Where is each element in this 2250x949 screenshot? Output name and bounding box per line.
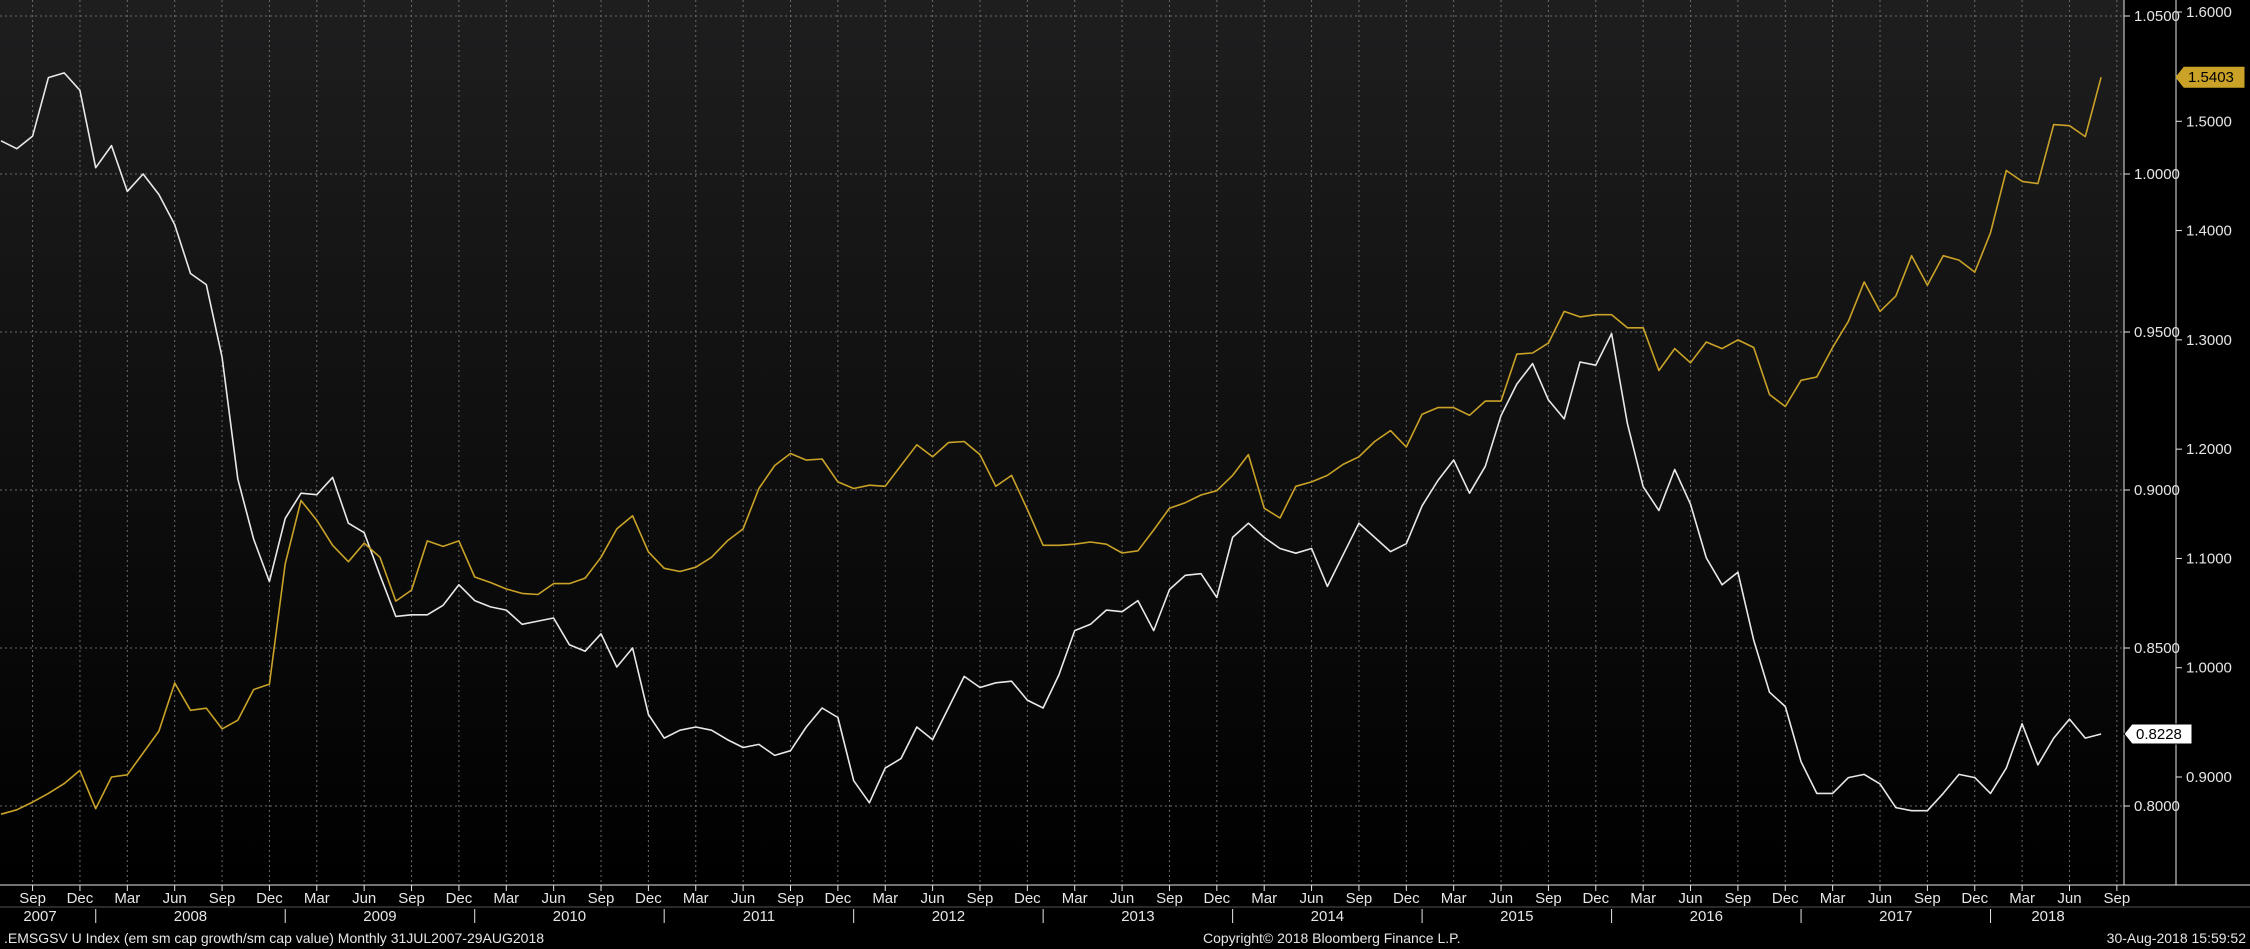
x-month-label: Dec [1582, 890, 1609, 907]
inner-y-tick-label: 0.8500 [2134, 640, 2180, 657]
outer-y-tick-label: 1.3000 [2186, 332, 2232, 349]
x-year-label: 2015 [1500, 908, 1533, 925]
x-month-label: Sep [1346, 890, 1373, 907]
x-month-label: Sep [1914, 890, 1941, 907]
inner-y-tick-label: 0.8000 [2134, 798, 2180, 815]
plot-background [0, 0, 2124, 885]
x-month-label: Jun [1110, 890, 1134, 907]
x-month-label: Jun [163, 890, 187, 907]
x-month-label: Dec [1393, 890, 1420, 907]
x-month-label: Mar [1630, 890, 1656, 907]
x-month-label: Sep [209, 890, 236, 907]
x-month-label: Mar [1062, 890, 1088, 907]
x-month-label: Mar [683, 890, 709, 907]
x-month-label: Sep [777, 890, 804, 907]
gold-series-line [0, 76, 2102, 815]
outer-y-tick-label: 0.9000 [2186, 769, 2232, 786]
x-year-label: 2014 [1311, 908, 1344, 925]
series [0, 72, 2102, 815]
x-month-label: Jun [1299, 890, 1323, 907]
x-year-label: 2017 [1879, 908, 1912, 925]
x-year-label: 2009 [363, 908, 396, 925]
outer-y-tick-label: 1.6000 [2186, 4, 2232, 21]
x-month-label: Jun [1678, 890, 1702, 907]
x-month-label: Mar [2009, 890, 2035, 907]
x-year-label: 2008 [174, 908, 207, 925]
last-value-labels: 1.5403 0.8228 [2123, 66, 2245, 745]
outer-y-tick-label: 1.4000 [2186, 223, 2232, 240]
x-month-label: Sep [1535, 890, 1562, 907]
white-last-value-text: 0.8228 [2136, 726, 2182, 743]
x-month-label: Jun [1489, 890, 1513, 907]
footer-index-description: .EMSGSV U Index (em sm cap growth/sm cap… [4, 930, 545, 946]
x-month-label: Jun [2057, 890, 2081, 907]
grid [0, 0, 2124, 885]
x-month-label: Dec [1961, 890, 1988, 907]
x-month-label: Jun [731, 890, 755, 907]
x-month-label: Dec [1014, 890, 1041, 907]
x-month-label: Dec [256, 890, 283, 907]
outer-y-tick-label: 1.2000 [2186, 441, 2232, 458]
x-month-label: Jun [1868, 890, 1892, 907]
x-month-label: Sep [588, 890, 615, 907]
footer-copyright: Copyright© 2018 Bloomberg Finance L.P. [1203, 930, 1461, 946]
x-year-label: 2013 [1121, 908, 1154, 925]
x-month-label: Sep [1156, 890, 1183, 907]
gold-last-value-badge: 1.5403 [2175, 66, 2245, 88]
x-month-label: Mar [1441, 890, 1467, 907]
inner-y-tick-label: 1.0000 [2134, 166, 2180, 183]
axes: Sep Dec Mar Jun Sep Dec Mar Jun Sep Dec Mar Jun Sep D… [0, 0, 2250, 925]
x-month-label: Dec [635, 890, 662, 907]
inner-y-tick-label: 1.0500 [2134, 8, 2180, 25]
gold-last-value-text: 1.5403 [2188, 69, 2234, 86]
outer-y-tick-label: 1.1000 [2186, 550, 2232, 567]
x-month-label: Jun [921, 890, 945, 907]
x-month-label: Mar [304, 890, 330, 907]
x-month-label: Mar [872, 890, 898, 907]
inner-y-tick-label: 0.9500 [2134, 324, 2180, 341]
x-month-label: Sep [2104, 890, 2131, 907]
x-month-label: Sep [967, 890, 994, 907]
white-last-value-badge-shape [2123, 723, 2193, 745]
x-year-label: 2011 [743, 908, 775, 925]
x-month-label: Sep [398, 890, 425, 907]
x-year-label: 2018 [2031, 908, 2064, 925]
white-series-line [0, 72, 2102, 812]
x-month-label: Mar [1820, 890, 1846, 907]
inner-y-tick-label: 0.9000 [2134, 482, 2180, 499]
x-month-label: Sep [19, 890, 46, 907]
x-month-label: Jun [352, 890, 376, 907]
white-last-value-badge: 0.8228 [2123, 723, 2193, 745]
x-year-label: 2016 [1690, 908, 1723, 925]
x-month-label: Mar [1251, 890, 1277, 907]
x-month-label: Mar [493, 890, 519, 907]
x-month-label: Dec [1203, 890, 1230, 907]
x-month-label: Dec [1772, 890, 1799, 907]
x-month-label: Dec [67, 890, 94, 907]
x-year-label: 2007 [23, 908, 56, 925]
x-month-label: Dec [825, 890, 852, 907]
x-year-label: 2012 [932, 908, 965, 925]
gold-last-value-badge-shape [2175, 66, 2245, 88]
x-month-label: Sep [1725, 890, 1752, 907]
outer-y-tick-label: 1.0000 [2186, 660, 2232, 677]
x-year-label: 2010 [553, 908, 586, 925]
footer-timestamp: 30-Aug-2018 15:59:52 [2106, 930, 2246, 946]
outer-y-tick-label: 1.5000 [2186, 113, 2232, 130]
x-month-label: Mar [114, 890, 140, 907]
x-month-label: Dec [446, 890, 473, 907]
x-month-label: Jun [542, 890, 566, 907]
